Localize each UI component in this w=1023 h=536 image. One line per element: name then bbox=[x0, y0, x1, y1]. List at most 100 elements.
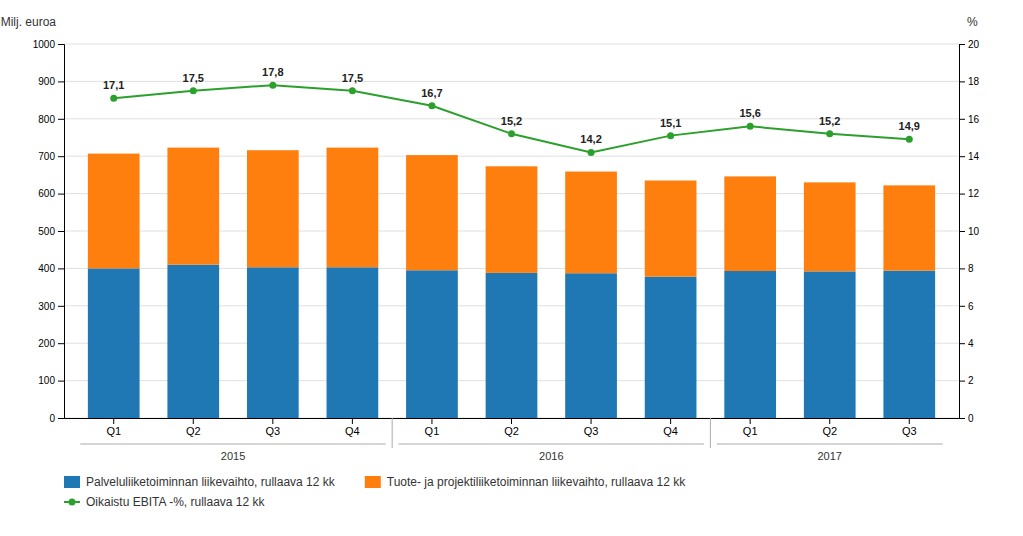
data-label: 17,5 bbox=[342, 72, 363, 84]
bar bbox=[88, 268, 140, 418]
tick-label: 400 bbox=[38, 263, 55, 274]
bar bbox=[645, 181, 697, 277]
bar-series bbox=[88, 148, 935, 277]
tick-mark bbox=[670, 418, 671, 424]
legend-label: Oikaistu EBITA -%, rullaava 12 kk bbox=[86, 495, 266, 509]
marker bbox=[588, 149, 595, 156]
tick-label: 4 bbox=[968, 338, 974, 349]
tick-label: 18 bbox=[968, 76, 980, 87]
tick: Q4 bbox=[345, 418, 360, 437]
tick-label: Q4 bbox=[663, 425, 678, 437]
tick-mark bbox=[272, 418, 273, 424]
tick-mark bbox=[193, 418, 194, 424]
marker bbox=[269, 82, 276, 89]
tick-mark bbox=[58, 231, 64, 232]
line bbox=[114, 85, 910, 152]
chart-svg: 17,117,517,817,516,715,214,215,115,615,2… bbox=[0, 0, 1023, 536]
tick-mark bbox=[113, 418, 114, 424]
legend-item: Oikaistu EBITA -%, rullaava 12 kk bbox=[64, 495, 266, 509]
marker bbox=[428, 102, 435, 109]
bar bbox=[883, 271, 935, 418]
bar bbox=[486, 273, 538, 418]
bar bbox=[724, 271, 776, 418]
marker bbox=[508, 130, 515, 137]
tick-mark bbox=[58, 156, 64, 157]
tick-label: Q3 bbox=[265, 425, 280, 437]
tick: Q3 bbox=[265, 418, 280, 437]
year-groups: 201520162017 bbox=[80, 418, 942, 462]
tick: 12 bbox=[959, 188, 980, 199]
bar bbox=[167, 148, 219, 265]
tick: 600 bbox=[38, 188, 64, 199]
tick: 500 bbox=[38, 226, 64, 237]
tick-mark bbox=[58, 306, 64, 307]
data-label: 15,2 bbox=[819, 115, 840, 127]
bar bbox=[724, 176, 776, 271]
tick-label: Q1 bbox=[425, 425, 440, 437]
marker bbox=[110, 95, 117, 102]
tick: 100 bbox=[38, 375, 64, 386]
tick-mark bbox=[58, 268, 64, 269]
tick: Q2 bbox=[822, 418, 837, 437]
marker bbox=[906, 136, 913, 143]
tick: Q2 bbox=[504, 418, 519, 437]
data-label: 16,7 bbox=[421, 87, 442, 99]
marker bbox=[667, 132, 674, 139]
tick: 900 bbox=[38, 76, 64, 87]
tick-label: 500 bbox=[38, 226, 55, 237]
tick-label: Q2 bbox=[504, 425, 519, 437]
group-bracket bbox=[80, 444, 385, 445]
tick: Q3 bbox=[584, 418, 599, 437]
tick-label: Q4 bbox=[345, 425, 360, 437]
tick-label: 0 bbox=[49, 413, 55, 424]
group-bracket bbox=[717, 444, 943, 445]
tick-label: Q2 bbox=[822, 425, 837, 437]
tick-mark bbox=[959, 343, 965, 344]
tick-label: 2 bbox=[968, 375, 974, 386]
legend-swatch bbox=[64, 476, 80, 488]
tick-label: Q2 bbox=[186, 425, 201, 437]
y-axis: 01002003004005006007008009001000 bbox=[33, 39, 65, 424]
tick-label: 600 bbox=[38, 188, 55, 199]
tick: 0 bbox=[49, 413, 64, 424]
y2-axis: 02468101214161820 bbox=[959, 39, 980, 424]
data-label: 17,5 bbox=[183, 72, 204, 84]
bar bbox=[804, 271, 856, 418]
marker bbox=[826, 130, 833, 137]
data-labels: 17,117,517,817,516,715,214,215,115,615,2… bbox=[103, 66, 920, 145]
tick: 1000 bbox=[33, 39, 64, 50]
group-label: 2015 bbox=[221, 450, 245, 462]
group-separator bbox=[392, 418, 393, 448]
tick: 20 bbox=[959, 39, 980, 50]
grid-line bbox=[64, 44, 959, 45]
tick: Q3 bbox=[902, 418, 917, 437]
tick-mark bbox=[959, 268, 965, 269]
bar bbox=[565, 172, 617, 274]
bar bbox=[565, 273, 617, 418]
tick-label: 0 bbox=[968, 413, 974, 424]
tick: 700 bbox=[38, 151, 64, 162]
tick-label: 300 bbox=[38, 301, 55, 312]
tick-mark bbox=[431, 418, 432, 424]
bar bbox=[406, 270, 458, 418]
tick: 4 bbox=[959, 338, 974, 349]
bar bbox=[883, 185, 935, 270]
plot-area: 17,117,517,817,516,715,214,215,115,615,2… bbox=[1, 15, 980, 509]
bar bbox=[167, 265, 219, 418]
tick-mark bbox=[959, 81, 965, 82]
data-label: 15,2 bbox=[501, 115, 522, 127]
tick-mark bbox=[58, 381, 64, 382]
tick-mark bbox=[959, 194, 965, 195]
bar bbox=[406, 155, 458, 270]
group-label: 2016 bbox=[539, 450, 563, 462]
bar bbox=[327, 148, 379, 268]
tick-label: 800 bbox=[38, 114, 55, 125]
tick-mark bbox=[959, 156, 965, 157]
tick: 6 bbox=[959, 301, 974, 312]
tick-mark bbox=[58, 418, 64, 419]
tick-mark bbox=[58, 119, 64, 120]
legend-label: Palveluliiketoiminnan liikevaihto, rulla… bbox=[86, 475, 336, 489]
legend-swatch bbox=[365, 476, 381, 488]
x-axis: Q1Q2Q3Q4Q1Q2Q3Q4Q1Q2Q3 bbox=[65, 418, 960, 437]
tick-label: Q3 bbox=[902, 425, 917, 437]
